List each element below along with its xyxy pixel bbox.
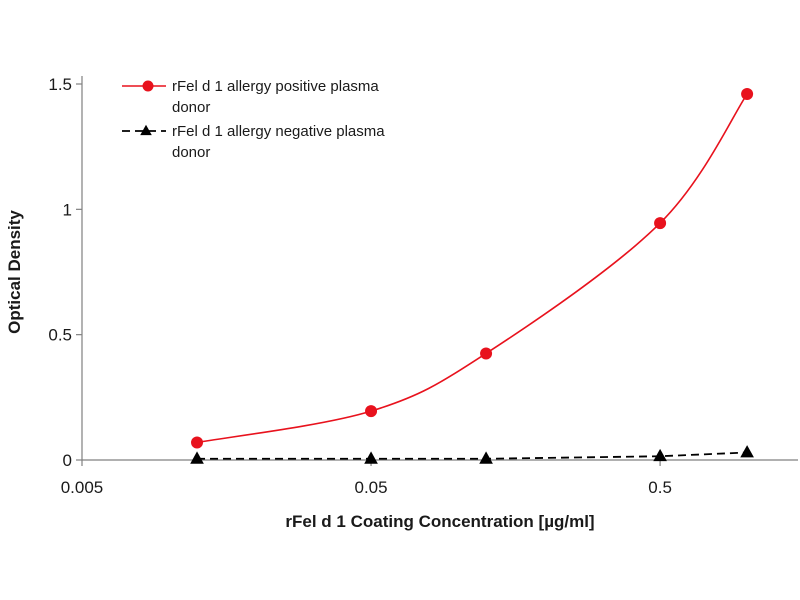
y-tick-label: 0	[63, 451, 72, 470]
tick-labels: 0 0.5 1 1.5 0.005 0.05 0.5	[48, 75, 672, 497]
series-1-line	[196, 93, 748, 444]
y-tick-label: 1	[63, 200, 72, 219]
legend: rFel d 1 allergy positive plasmadonorrFe…	[122, 78, 385, 161]
series-1-point	[654, 217, 667, 230]
x-axis-title: rFel d 1 Coating Concentration [µg/ml]	[285, 512, 594, 531]
legend-entry-1: rFel d 1 allergy positive plasma donor	[122, 78, 379, 116]
legend-marker	[142, 80, 154, 92]
series-1-point	[741, 88, 754, 101]
y-axis-title: Optical Density	[5, 210, 24, 334]
legend-label: rFel d 1 allergy positive plasma	[172, 78, 379, 95]
x-tick-label: 0.5	[648, 478, 672, 497]
series-layer	[190, 88, 754, 464]
series-2	[190, 445, 754, 464]
y-tick-label: 0.5	[48, 326, 72, 345]
legend-entry-2: rFel d 1 allergy negative plasma donor	[122, 123, 385, 161]
legend-label: donor	[172, 144, 210, 161]
legend-label: donor	[172, 99, 210, 116]
x-tick-label: 0.05	[354, 478, 387, 497]
series-2-point	[364, 451, 378, 464]
series-1	[191, 88, 754, 449]
legend-label: rFel d 1 allergy negative plasma	[172, 123, 385, 140]
series-1-point	[191, 436, 204, 449]
series-2-point	[653, 448, 667, 462]
series-1-point	[480, 347, 493, 360]
y-tick-label: 1.5	[48, 75, 72, 94]
x-tick-label: 0.005	[61, 478, 104, 497]
series-1-point	[365, 405, 378, 418]
series-2-point	[190, 451, 204, 464]
series-2-point	[479, 451, 493, 464]
series-2-point	[740, 445, 754, 458]
legend-marker	[140, 124, 152, 136]
